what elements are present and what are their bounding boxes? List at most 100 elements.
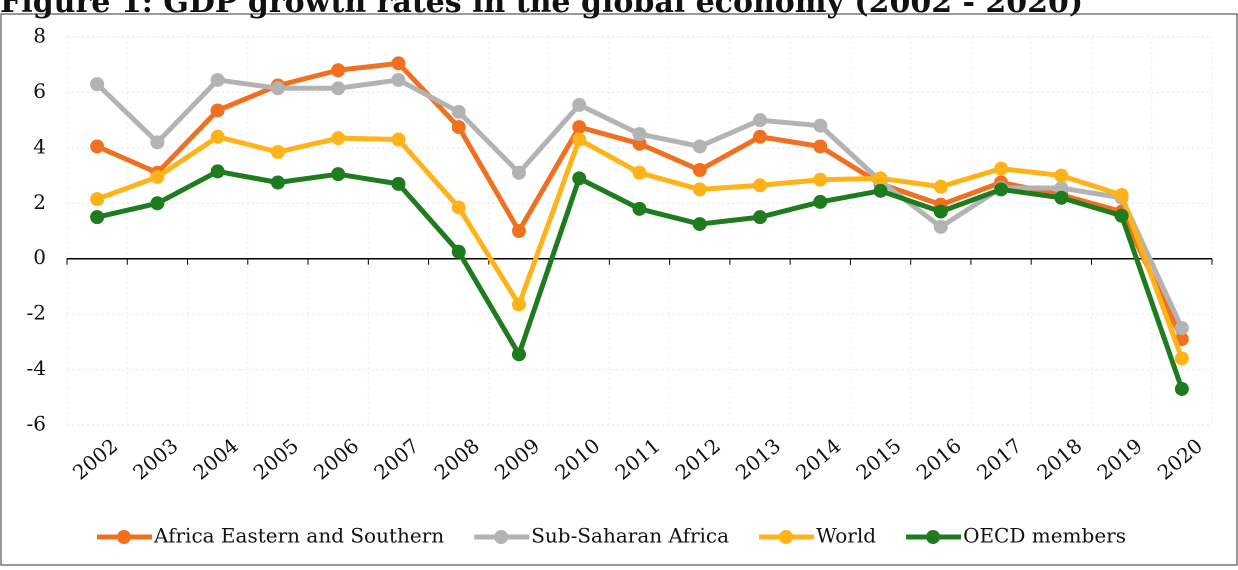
legend-label: Sub-Saharan Africa xyxy=(531,524,729,548)
data-point xyxy=(994,161,1009,176)
data-point xyxy=(270,145,285,160)
x-tick-label: 2006 xyxy=(309,433,363,484)
data-point xyxy=(511,224,526,238)
data-point xyxy=(451,104,466,119)
data-point xyxy=(270,175,285,190)
chart-title: Figure 1: GDP growth rates in the global… xyxy=(0,0,1083,20)
data-point xyxy=(391,56,406,71)
data-point xyxy=(90,139,105,154)
legend-marker xyxy=(779,530,794,544)
x-tick-label: 2016 xyxy=(912,433,966,484)
data-point xyxy=(632,136,647,151)
data-point xyxy=(813,194,828,209)
data-point xyxy=(331,131,346,146)
data-point xyxy=(391,176,406,191)
data-point xyxy=(873,183,888,198)
x-tick-label: 2011 xyxy=(610,433,664,484)
data-point xyxy=(511,297,526,312)
data-point xyxy=(331,81,346,96)
legend-marker xyxy=(926,530,941,544)
data-point xyxy=(1114,187,1129,202)
data-point xyxy=(210,164,225,179)
data-point xyxy=(511,165,526,180)
x-tick-label: 2017 xyxy=(972,433,1026,484)
y-tick-label: 4 xyxy=(33,134,46,158)
data-point xyxy=(511,347,526,362)
data-point xyxy=(90,210,105,225)
x-tick-label: 2010 xyxy=(550,433,604,484)
x-tick-label: 2008 xyxy=(430,433,484,484)
data-point xyxy=(873,171,888,186)
data-point xyxy=(933,219,948,234)
data-point xyxy=(210,103,225,118)
data-point xyxy=(90,77,105,92)
data-point xyxy=(1054,181,1069,196)
series-line xyxy=(96,60,1185,341)
data-point xyxy=(451,120,466,135)
data-point xyxy=(270,81,285,96)
legend-marker xyxy=(494,530,509,544)
data-point xyxy=(572,120,587,135)
data-point xyxy=(1114,208,1129,223)
data-point xyxy=(933,204,948,219)
data-point xyxy=(632,201,647,216)
data-point xyxy=(451,200,466,215)
x-tick-label: 2015 xyxy=(851,433,905,484)
legend-label: Africa Eastern and Southern xyxy=(153,524,444,548)
x-tick-label: 2003 xyxy=(128,433,182,484)
data-point xyxy=(1054,168,1069,183)
data-point xyxy=(391,132,406,147)
y-tick-label: 0 xyxy=(33,245,46,269)
data-point xyxy=(753,113,768,128)
x-tick-label: 2007 xyxy=(369,433,423,484)
data-point xyxy=(813,172,828,187)
x-tick-label: 2018 xyxy=(1032,433,1086,484)
data-point xyxy=(572,97,587,112)
x-tick-label: 2012 xyxy=(671,433,725,484)
data-point xyxy=(391,72,406,87)
data-point xyxy=(813,118,828,133)
data-point xyxy=(451,244,466,259)
x-tick-label: 2019 xyxy=(1092,433,1146,484)
data-point xyxy=(692,163,707,178)
x-tick-label: 2005 xyxy=(249,433,303,484)
data-point xyxy=(210,129,225,144)
data-point xyxy=(933,179,948,194)
data-point xyxy=(632,165,647,180)
x-tick-label: 2020 xyxy=(1153,433,1207,484)
data-point xyxy=(1054,190,1069,205)
data-point xyxy=(331,63,346,78)
y-tick-label: -2 xyxy=(27,301,46,325)
data-point xyxy=(692,182,707,197)
data-point xyxy=(1174,351,1189,366)
y-tick-label: -6 xyxy=(27,412,46,436)
data-point xyxy=(90,192,105,207)
legend-marker xyxy=(117,530,131,544)
data-point xyxy=(150,135,165,150)
data-point xyxy=(632,127,647,141)
data-point xyxy=(1174,321,1189,335)
x-tick-label: 2014 xyxy=(791,433,845,484)
data-point xyxy=(331,167,346,182)
data-point xyxy=(692,139,707,154)
y-tick-label: 6 xyxy=(33,79,46,103)
data-point xyxy=(150,196,165,211)
y-tick-label: 8 xyxy=(33,24,46,48)
data-point xyxy=(813,139,828,154)
x-tick-label: 2002 xyxy=(68,433,122,484)
data-point xyxy=(753,178,768,193)
x-tick-label: 2013 xyxy=(731,433,785,484)
data-point xyxy=(1174,381,1189,396)
y-tick-label: 2 xyxy=(33,190,46,214)
data-point xyxy=(753,210,768,225)
data-point xyxy=(210,72,225,87)
data-point xyxy=(753,129,768,144)
data-point xyxy=(572,132,587,147)
data-point xyxy=(572,171,587,186)
legend-label: OECD members xyxy=(963,524,1126,548)
data-point xyxy=(150,169,165,184)
legend-label: World xyxy=(816,524,876,548)
x-tick-label: 2009 xyxy=(490,433,544,484)
